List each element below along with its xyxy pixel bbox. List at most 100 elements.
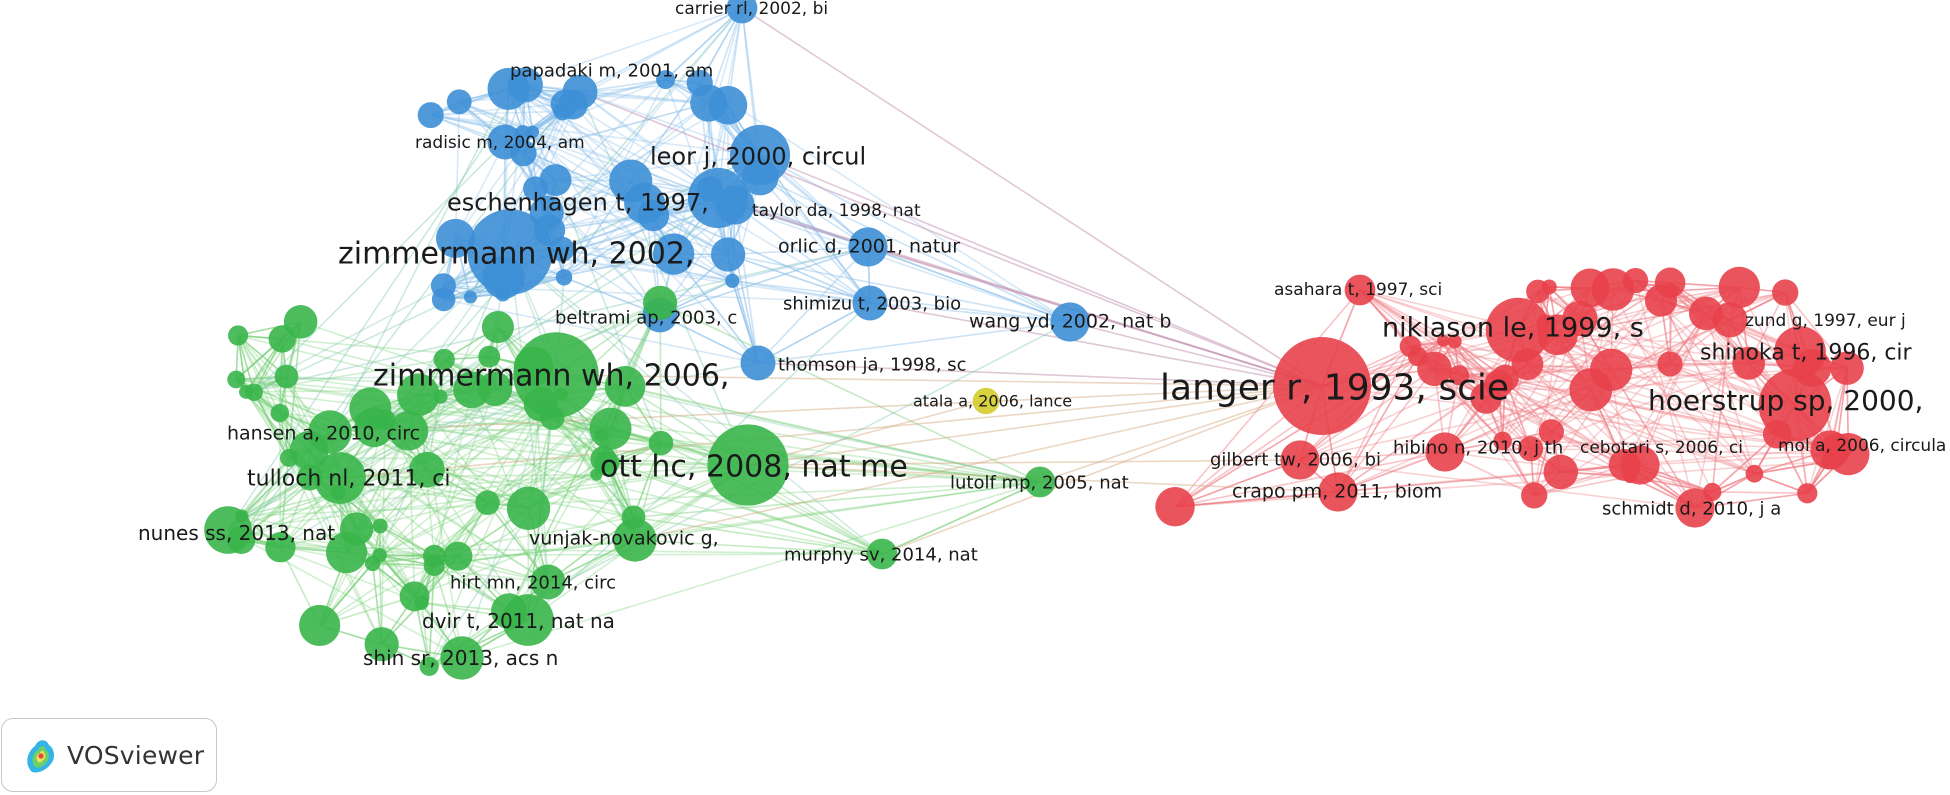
- node[interactable]: [589, 407, 632, 450]
- node-label-langer[interactable]: langer r, 1993, scie: [1160, 368, 1509, 409]
- node-schmidt[interactable]: [1675, 488, 1715, 528]
- node[interactable]: [299, 604, 341, 647]
- node[interactable]: [1447, 334, 1462, 349]
- node-ott[interactable]: [707, 424, 789, 506]
- node[interactable]: [414, 595, 429, 610]
- node-label-orlic[interactable]: orlic d, 2001, natur: [778, 236, 960, 258]
- node[interactable]: [1570, 268, 1610, 308]
- node[interactable]: [1623, 469, 1637, 484]
- node-crapo[interactable]: [1318, 472, 1358, 512]
- node[interactable]: [409, 451, 445, 488]
- node[interactable]: [1407, 346, 1428, 367]
- node-label-cebotari[interactable]: cebotari s, 2006, ci: [1580, 438, 1743, 458]
- node-label-gilbert[interactable]: gilbert tw, 2006, bi: [1210, 449, 1381, 470]
- node-shin[interactable]: [440, 636, 484, 680]
- node[interactable]: [526, 125, 540, 139]
- node-tulloch[interactable]: [314, 452, 366, 504]
- node[interactable]: [1541, 279, 1557, 295]
- node[interactable]: [1155, 487, 1195, 527]
- node-atala[interactable]: [972, 387, 1000, 415]
- node[interactable]: [1688, 296, 1723, 331]
- node-wang[interactable]: [1050, 302, 1090, 342]
- node-label-tulloch[interactable]: tulloch nl, 2011, ci: [247, 467, 451, 492]
- node-label-leor[interactable]: leor j, 2000, circul: [650, 142, 866, 170]
- node[interactable]: [374, 409, 396, 431]
- node[interactable]: [431, 287, 456, 312]
- node-thomson[interactable]: [740, 345, 776, 381]
- node[interactable]: [274, 364, 299, 389]
- node[interactable]: [491, 593, 527, 629]
- node[interactable]: [482, 256, 525, 299]
- node[interactable]: [741, 158, 779, 196]
- node[interactable]: [228, 325, 249, 346]
- node[interactable]: [1762, 419, 1792, 449]
- node-asahara[interactable]: [1344, 274, 1376, 306]
- node-label-ott[interactable]: ott hc, 2008, nat me: [600, 450, 908, 485]
- node[interactable]: [364, 627, 399, 662]
- vosviewer-badge[interactable]: VOSviewer: [1, 718, 217, 792]
- node[interactable]: [389, 411, 429, 451]
- node[interactable]: [725, 273, 740, 288]
- node[interactable]: [1830, 351, 1864, 385]
- node[interactable]: [554, 387, 568, 401]
- node[interactable]: [656, 70, 676, 90]
- node[interactable]: [1745, 464, 1764, 483]
- node[interactable]: [227, 370, 246, 389]
- node[interactable]: [1821, 453, 1837, 470]
- node-label-shinoka[interactable]: shinoka t, 1996, cir: [1700, 341, 1913, 366]
- node-label-hirt[interactable]: hirt mn, 2014, circ: [450, 572, 616, 593]
- node[interactable]: [339, 512, 374, 546]
- node-label-thomson[interactable]: thomson ja, 1998, sc: [778, 354, 967, 375]
- node[interactable]: [1718, 266, 1760, 309]
- node[interactable]: [1797, 483, 1818, 504]
- node[interactable]: [1437, 334, 1450, 347]
- node[interactable]: [270, 403, 289, 423]
- node[interactable]: [555, 269, 573, 286]
- node[interactable]: [1491, 364, 1519, 392]
- node[interactable]: [539, 405, 565, 430]
- node[interactable]: [621, 505, 646, 530]
- node-langer[interactable]: [1273, 337, 1371, 435]
- node-hibino[interactable]: [1425, 432, 1465, 472]
- node-label-niklason[interactable]: niklason le, 1999, s: [1382, 312, 1644, 343]
- node-murphy[interactable]: [866, 538, 898, 570]
- node[interactable]: [296, 464, 324, 491]
- node[interactable]: [1543, 454, 1579, 490]
- node[interactable]: [265, 532, 296, 563]
- node-carrier[interactable]: [726, 0, 758, 24]
- node-label-zund[interactable]: zund g, 1997, eur j: [1745, 311, 1906, 331]
- node-label-wang[interactable]: wang yd, 2002, nat b: [969, 311, 1171, 333]
- node[interactable]: [643, 285, 678, 320]
- node-label-zimmermann2006[interactable]: zimmermann wh, 2006,: [373, 359, 729, 394]
- node[interactable]: [710, 237, 746, 272]
- node[interactable]: [604, 366, 646, 407]
- node[interactable]: [1665, 284, 1679, 298]
- node[interactable]: [590, 468, 603, 481]
- node[interactable]: [239, 384, 253, 399]
- node[interactable]: [1538, 419, 1565, 445]
- node[interactable]: [1793, 348, 1832, 388]
- node-label-hoerstrup[interactable]: hoerstrup sp, 2000,: [1648, 384, 1923, 417]
- node-shimizu[interactable]: [852, 285, 888, 321]
- node[interactable]: [1562, 300, 1598, 337]
- node[interactable]: [549, 236, 575, 262]
- node-label-shimizu[interactable]: shimizu t, 2003, bio: [783, 293, 961, 314]
- node[interactable]: [506, 486, 551, 530]
- node-vunjak[interactable]: [613, 518, 657, 562]
- node-label-papadaki[interactable]: papadaki m, 2001, am: [510, 60, 713, 81]
- node-label-eschenhagen[interactable]: eschenhagen t, 1997,: [447, 188, 709, 216]
- node[interactable]: [446, 89, 472, 115]
- node[interactable]: [1622, 267, 1649, 294]
- node[interactable]: [477, 371, 513, 406]
- node[interactable]: [330, 485, 346, 500]
- node[interactable]: [481, 311, 514, 344]
- node[interactable]: [1772, 279, 1799, 306]
- node[interactable]: [475, 490, 500, 515]
- node[interactable]: [268, 325, 296, 353]
- node-label-hibino[interactable]: hibino n, 2010, j th: [1393, 437, 1563, 458]
- node-niklason[interactable]: [1485, 297, 1551, 363]
- node-orlic[interactable]: [848, 227, 888, 267]
- node[interactable]: [594, 450, 620, 476]
- node[interactable]: [696, 176, 723, 202]
